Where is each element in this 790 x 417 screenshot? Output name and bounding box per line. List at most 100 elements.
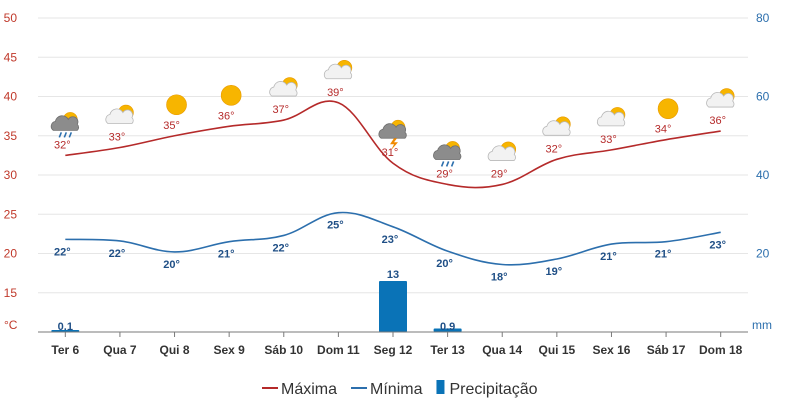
y-left-tick-label: 15 xyxy=(4,286,18,300)
y-right-tick-label: 40 xyxy=(756,168,770,182)
x-tick-label: Sáb 17 xyxy=(647,343,686,357)
rain-drop xyxy=(63,132,68,138)
rain-drop xyxy=(68,132,73,138)
min-temperature-label: 20° xyxy=(163,259,180,271)
x-tick-label: Sex 9 xyxy=(213,343,245,357)
y-left-tick-label: 20 xyxy=(4,247,18,261)
legend-symbol xyxy=(436,380,445,394)
x-tick-label: Sex 16 xyxy=(592,343,630,357)
partly-cloudy-icon xyxy=(706,88,735,108)
rain-drop xyxy=(440,161,445,167)
y-right-tick-label: 20 xyxy=(756,247,770,261)
partly-cloudy-icon xyxy=(487,141,517,161)
cloud-shape xyxy=(378,123,407,139)
data-labels: 0.1 13 0.9 22° 22° 20° 21° 22° 25° 23° 20° 18° 19° 21… xyxy=(54,87,726,333)
min-temperature-label: 22° xyxy=(272,242,289,254)
max-temperature-label: 32° xyxy=(54,139,71,151)
min-temperature-label: 25° xyxy=(327,220,344,232)
max-temperature-label: 36° xyxy=(218,110,235,122)
y-right-tick-label: 80 xyxy=(756,11,770,25)
legend-item[interactable]: Precipitação xyxy=(436,380,538,398)
x-tick-label: Dom 18 xyxy=(699,343,743,357)
min-temperature-label: 23° xyxy=(382,234,399,246)
x-tick-label: Sáb 10 xyxy=(264,343,303,357)
y-left-tick-label: 25 xyxy=(4,207,18,221)
cloud-shape xyxy=(542,120,571,136)
max-temperature-label: 31° xyxy=(382,147,399,159)
min-temperature-label: 21° xyxy=(600,251,617,263)
legend-label: Mínima xyxy=(370,381,423,398)
y-left-tick-label: 30 xyxy=(4,168,18,182)
precipitation-label: 0.9 xyxy=(440,321,455,333)
y-right-unit: mm xyxy=(752,318,772,332)
precipitation-bars xyxy=(51,280,462,332)
rain-drop xyxy=(58,132,63,138)
precipitation-bar xyxy=(379,280,407,332)
max-temperature-label: 34° xyxy=(655,124,672,136)
lightning-bolt xyxy=(390,138,398,151)
cloud-shape xyxy=(50,115,80,131)
max-temperature-label: 37° xyxy=(272,104,289,116)
min-temperature-label: 20° xyxy=(436,258,453,270)
max-temperature-label: 33° xyxy=(600,134,617,146)
x-tick-label: Ter 13 xyxy=(430,343,465,357)
x-tick-label: Qui 8 xyxy=(160,343,190,357)
rain-drop xyxy=(445,161,450,167)
sun-disc xyxy=(220,85,242,106)
x-tick-label: Qua 7 xyxy=(103,343,137,357)
sun-disc xyxy=(657,98,679,119)
min-temperature-label: 23° xyxy=(709,239,726,251)
x-axis: Ter 6 Qua 7 Qui 8 Sex 9 Sáb 10 Dom 11 Seg 12 Te… xyxy=(38,331,748,357)
min-temperature-label: 19° xyxy=(546,266,563,278)
y-left-tick-label: 35 xyxy=(4,129,18,143)
legend-label: Precipitação xyxy=(449,381,537,398)
max-temperature-label: 36° xyxy=(709,115,726,127)
partly-cloudy-icon xyxy=(323,59,353,80)
x-tick-label: Qui 15 xyxy=(539,343,576,357)
cloud-shape xyxy=(269,81,298,97)
max-temperature-label: 32° xyxy=(546,143,563,155)
partly-cloudy-icon xyxy=(105,104,134,124)
precipitation-label: 0.1 xyxy=(58,321,73,333)
cloud-shape xyxy=(706,92,735,108)
temperature-lines xyxy=(65,100,721,266)
max-temperature-line xyxy=(65,100,721,189)
rain-drop xyxy=(450,161,455,167)
cloud-shape xyxy=(596,110,626,127)
cloud-shape xyxy=(323,63,353,80)
min-temperature-line xyxy=(65,211,721,266)
legend-item[interactable]: Mínima xyxy=(351,381,423,398)
min-temperature-label: 22° xyxy=(54,246,71,258)
max-temperature-label: 29° xyxy=(491,168,508,180)
y-axis-left: 15 20 25 30 35 40 45 50 °C xyxy=(4,11,18,332)
y-axis-right: 20 40 60 80 mm xyxy=(752,11,772,332)
min-temperature-label: 21° xyxy=(655,249,672,261)
rain-sun-icon xyxy=(50,112,80,138)
x-tick-label: Dom 11 xyxy=(317,343,360,357)
legend-item[interactable]: Máxima xyxy=(262,381,337,398)
sun-icon xyxy=(220,85,242,106)
min-temperature-label: 21° xyxy=(218,249,235,261)
max-temperature-label: 33° xyxy=(109,132,126,144)
partly-cloudy-icon xyxy=(542,116,571,136)
y-left-tick-label: 50 xyxy=(4,11,18,25)
x-tick-label: Ter 6 xyxy=(51,343,79,357)
max-temperature-label: 39° xyxy=(327,87,344,99)
y-left-tick-label: 45 xyxy=(4,50,18,64)
y-left-unit: °C xyxy=(4,318,18,332)
weather-icons xyxy=(50,59,735,167)
min-temperature-label: 18° xyxy=(491,271,508,283)
legend[interactable]: Máxima Mínima Precipitação xyxy=(262,380,538,398)
precipitation-label: 13 xyxy=(387,269,399,281)
precipitation-bar xyxy=(433,328,462,332)
y-right-tick-label: 60 xyxy=(756,90,770,104)
partly-cloudy-icon xyxy=(596,107,626,127)
max-temperature-label: 35° xyxy=(163,120,180,132)
max-temperature-label: 29° xyxy=(436,168,453,180)
rain-sun-icon xyxy=(433,141,462,167)
cloud-shape xyxy=(105,108,134,124)
min-temperature-label: 22° xyxy=(109,248,126,260)
cloud-shape xyxy=(433,144,462,160)
